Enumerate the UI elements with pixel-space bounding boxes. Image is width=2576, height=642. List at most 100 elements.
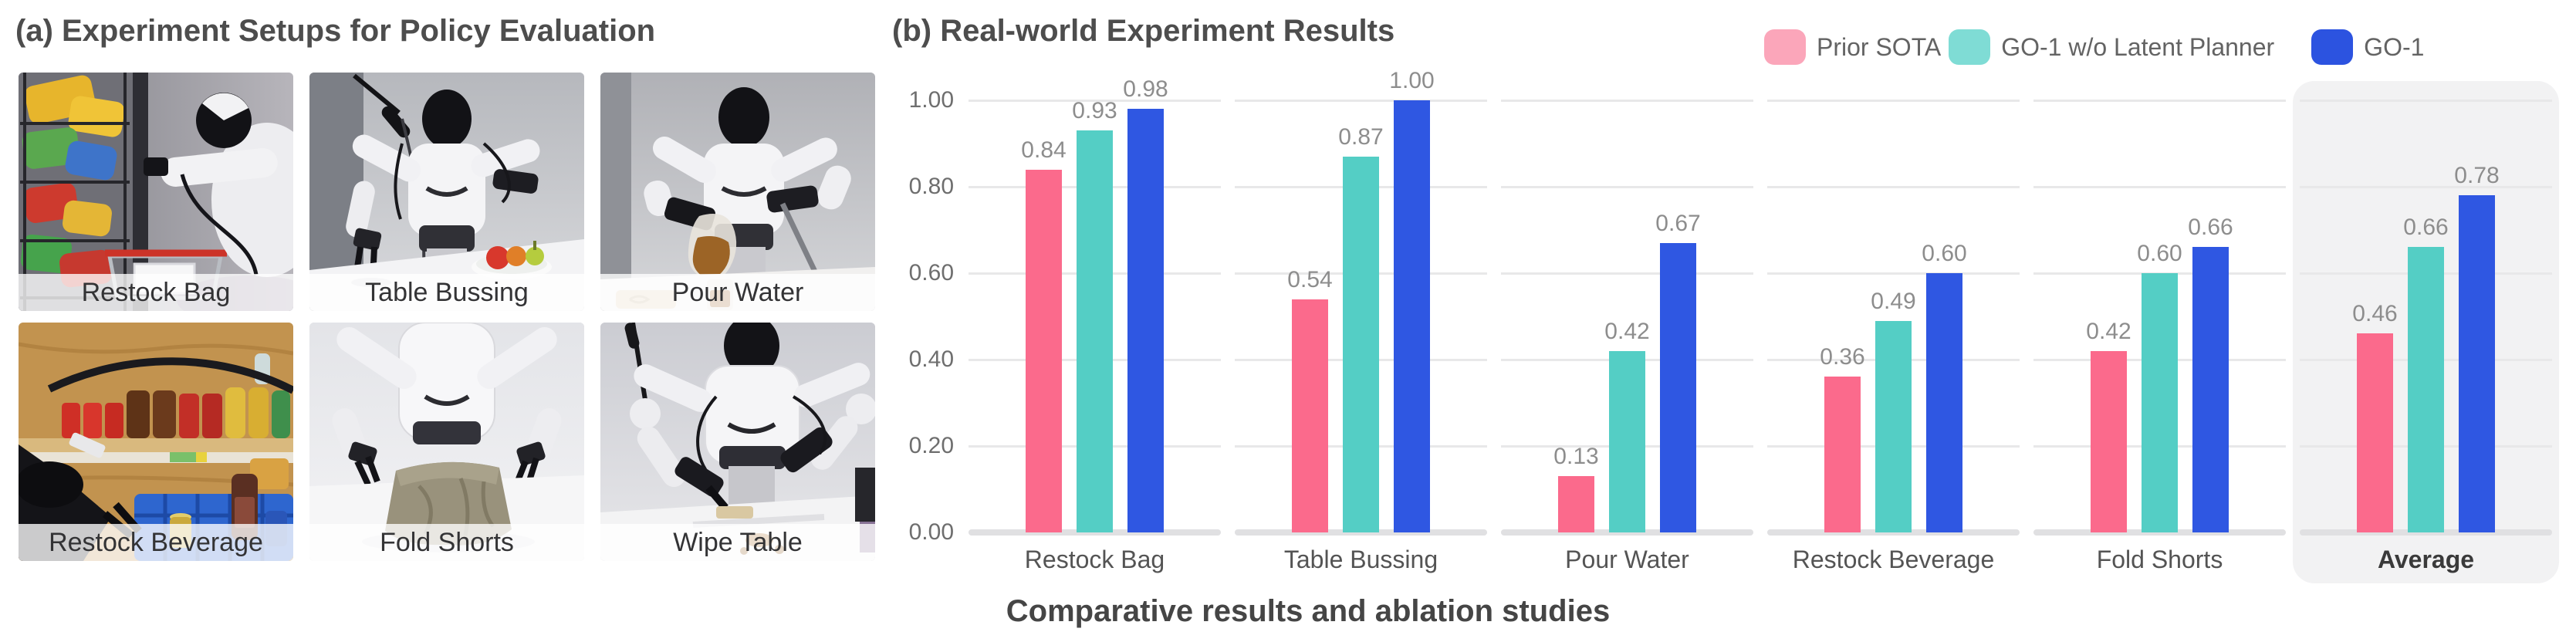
gridline (1501, 272, 1753, 275)
gridline (969, 100, 1221, 102)
bar-value-label: 0.66 (2403, 215, 2449, 241)
bar-value-label: 0.66 (2188, 215, 2233, 241)
bar-value-label: 0.46 (2352, 301, 2398, 327)
photo-label-table-bussing: Table Bussing (309, 274, 584, 311)
y-tick-label: 0.40 (908, 346, 954, 372)
bar-chart: 1.00 0.80 0.60 0.40 0.20 0.00 0.84 0.93 0.98 Res… (887, 68, 2576, 613)
bar-value-label: 0.78 (2454, 163, 2500, 189)
bar-go-1-w-o-latent-planner: 0.66 (2403, 215, 2449, 532)
legend-label: Prior SOTA (1817, 32, 1942, 61)
bar-value-label: 0.42 (2086, 318, 2131, 344)
bar-go-1: 0.78 (2454, 163, 2500, 532)
y-tick-label: 0.60 (908, 260, 954, 286)
bar-group: 0.84 0.93 0.98 (965, 76, 1224, 532)
gridline (2033, 186, 2286, 188)
bar-prior-sota: 0.13 (1553, 444, 1599, 532)
photo-restock-bag: Restock Bag (19, 73, 293, 311)
bar-value-label: 0.13 (1553, 444, 1599, 470)
photo-label-wipe-table: Wipe Table (600, 524, 875, 561)
bar-go-1-w-o-latent-planner: 0.60 (2137, 241, 2182, 532)
pour-water-illustration (600, 73, 875, 311)
bar-group: 0.54 0.87 1.00 (1232, 68, 1490, 532)
bar-value-label: 0.42 (1604, 318, 1650, 344)
legend-swatch (1949, 29, 1991, 65)
x-axis-baseline (2033, 529, 2286, 536)
bar-group: 0.13 0.42 0.67 (1498, 211, 1756, 532)
panel-plot: 0.84 0.93 0.98 (965, 76, 1224, 536)
gridline (2300, 100, 2552, 102)
panel-plot: 0.36 0.49 0.60 (1764, 100, 2023, 536)
photo-table-bussing: Table Bussing (309, 73, 584, 311)
gridline (2033, 100, 2286, 102)
category-label: Restock Beverage (1792, 546, 1995, 573)
photo-label-restock-beverage: Restock Beverage (19, 524, 293, 561)
panel-plot: 0.13 0.42 0.67 (1498, 100, 1756, 536)
bar-value-label: 0.87 (1338, 123, 1384, 150)
chart-panel-average: 0.46 0.66 0.78 Average (2293, 81, 2559, 583)
bar-value-label: 0.60 (1922, 241, 1967, 266)
bar-go-1-w-o-latent-planner: 0.87 (1338, 124, 1384, 532)
panel-plot: 0.42 0.60 0.66 (2030, 100, 2289, 536)
y-tick-label: 0.20 (908, 433, 954, 458)
category-label: Fold Shorts (2096, 546, 2223, 573)
legend-label: GO-1 (2364, 32, 2425, 61)
y-axis: 1.00 0.80 0.60 0.40 0.20 0.00 (887, 81, 954, 590)
panel-plot: 0.46 0.66 0.78 (2297, 100, 2555, 536)
photo-label-restock-bag: Restock Bag (19, 274, 293, 311)
legend-item-go1-wo-latent-planner: GO-1 w/o Latent Planner (1949, 29, 2274, 65)
bar-value-label: 0.67 (1655, 210, 1701, 236)
bar-go-1: 1.00 (1389, 68, 1435, 532)
bar-value-label: 1.00 (1389, 68, 1435, 93)
photo-pour-water: Pour Water (600, 73, 875, 311)
y-tick-label: 0.00 (908, 519, 954, 545)
bar-group: 0.36 0.49 0.60 (1764, 241, 2023, 532)
gridline (2300, 186, 2552, 188)
bar-prior-sota: 0.36 (1820, 344, 1865, 532)
bar-value-label: 0.98 (1123, 76, 1168, 103)
bar-go-1: 0.67 (1655, 211, 1701, 532)
bar-value-label: 0.36 (1820, 344, 1865, 370)
photo-grid: Restock Bag (19, 73, 875, 561)
bar-value-label: 0.54 (1287, 266, 1333, 292)
x-axis-baseline (2300, 529, 2552, 536)
y-tick-label: 1.00 (908, 87, 954, 113)
y-tick-label: 0.80 (908, 174, 954, 199)
category-label: Average (2377, 546, 2475, 573)
gridline (1235, 100, 1487, 102)
setups-title: (a) Experiment Setups for Policy Evaluat… (15, 14, 656, 48)
chart-legend: Prior SOTA GO-1 w/o Latent Planner GO-1 (1764, 29, 2424, 65)
bar-group: 0.46 0.66 0.78 (2297, 163, 2555, 532)
category-label: Pour Water (1565, 546, 1689, 573)
bar-prior-sota: 0.42 (2086, 319, 2131, 532)
x-axis-baseline (1501, 529, 1753, 536)
category-label: Table Bussing (1283, 546, 1438, 573)
results-title: (b) Real-world Experiment Results (892, 14, 1395, 48)
chart-panel-restock-beverage: 0.36 0.49 0.60 Restock Beverage (1760, 81, 2027, 583)
figure-caption: Comparative results and ablation studies (1006, 594, 1611, 628)
photo-wipe-table: Wipe Table (600, 323, 875, 561)
photo-fold-shorts: Fold Shorts (309, 323, 584, 561)
panel-plot: 0.54 0.87 1.00 (1232, 68, 1490, 536)
bar-go-1-w-o-latent-planner: 0.42 (1604, 319, 1650, 532)
bar-prior-sota: 0.46 (2352, 301, 2398, 532)
wipe-table-illustration (600, 323, 875, 561)
bar-go-1: 0.66 (2188, 215, 2233, 532)
legend-item-go1: GO-1 (2311, 29, 2424, 65)
x-axis-baseline (969, 529, 1221, 536)
bar-prior-sota: 0.84 (1021, 137, 1067, 532)
gridline (1767, 272, 2020, 275)
chart-panel-pour-water: 0.13 0.42 0.67 Pour Water (1494, 81, 1760, 583)
legend-label: GO-1 w/o Latent Planner (2001, 32, 2275, 61)
chart-panel-table-bussing: 0.54 0.87 1.00 Table Bussing (1228, 68, 1494, 583)
bar-go-1: 0.60 (1922, 241, 1967, 532)
bar-value-label: 0.84 (1021, 137, 1067, 163)
restock-beverage-illustration (19, 323, 293, 561)
bar-go-1-w-o-latent-planner: 0.93 (1072, 98, 1117, 532)
bar-go-1-w-o-latent-planner: 0.49 (1871, 289, 1916, 532)
gridline (1501, 100, 1753, 102)
x-axis-baseline (1235, 529, 1487, 536)
bar-prior-sota: 0.54 (1287, 267, 1333, 532)
legend-swatch (2311, 29, 2354, 65)
bar-group: 0.42 0.60 0.66 (2030, 215, 2289, 532)
